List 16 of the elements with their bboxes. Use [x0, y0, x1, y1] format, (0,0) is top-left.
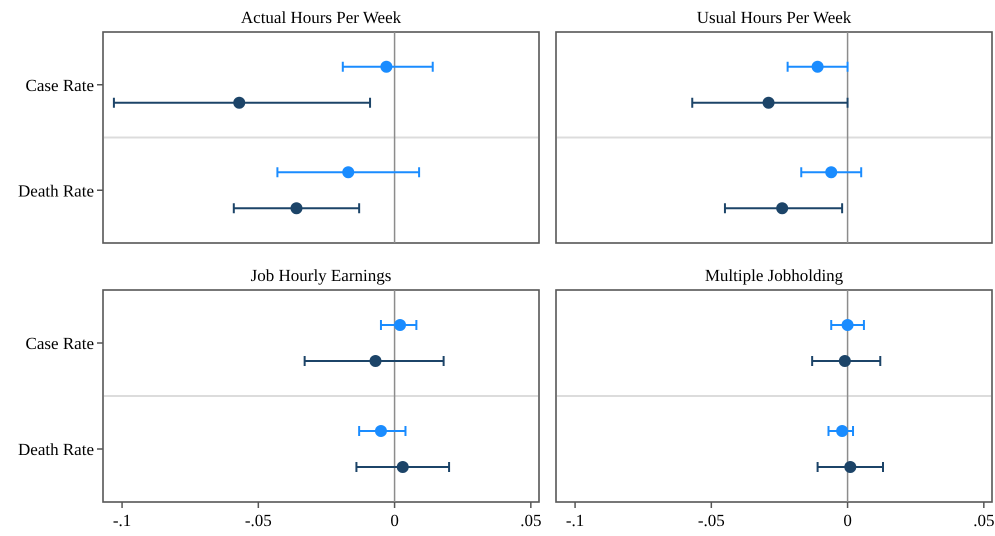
y-tick-label: Case Rate — [26, 334, 94, 353]
y-tick-label: Death Rate — [18, 440, 94, 459]
x-tick-label: .05 — [520, 511, 542, 530]
chart-title: Usual Hours Per Week — [696, 8, 852, 27]
chart-title: Job Hourly Earnings — [250, 266, 392, 285]
y-tick-label: Case Rate — [26, 76, 94, 95]
x-tick-label: 0 — [843, 511, 852, 530]
chart-title: Actual Hours Per Week — [240, 8, 402, 27]
x-tick-label: -.1 — [112, 511, 132, 530]
x-tick-label: 0 — [390, 511, 399, 530]
chart-title: Multiple Jobholding — [704, 266, 844, 285]
x-tick-label: .05 — [973, 511, 994, 530]
x-tick-label: -.1 — [566, 511, 584, 530]
x-tick-label: -.05 — [698, 511, 725, 530]
x-tick-label: -.05 — [244, 511, 272, 530]
y-tick-label: Death Rate — [18, 181, 94, 200]
